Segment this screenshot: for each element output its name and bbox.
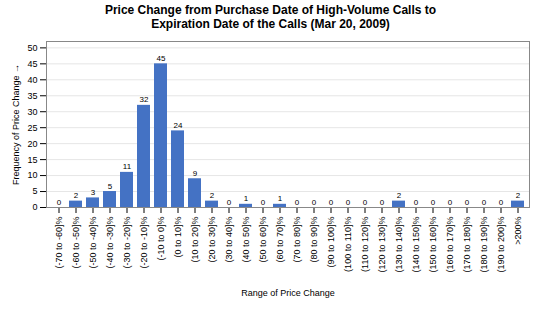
- svg-text:1: 1: [278, 194, 283, 203]
- svg-text:0: 0: [431, 198, 436, 207]
- svg-text:(170 to 180]%: (170 to 180]%: [462, 217, 472, 273]
- svg-text:35: 35: [27, 91, 37, 101]
- svg-text:0: 0: [329, 198, 334, 207]
- svg-text:2: 2: [516, 191, 521, 200]
- svg-text:(90 to 100]%: (90 to 100]%: [326, 217, 336, 268]
- svg-text:Range of Price Change: Range of Price Change: [241, 288, 335, 298]
- svg-text:0: 0: [227, 198, 232, 207]
- svg-text:9: 9: [193, 169, 198, 178]
- svg-text:(70 to 80]%: (70 to 80]%: [292, 217, 302, 263]
- html-text:Price Change from Purchase Dat: Price Change from Purchase Date of High-…: [104, 3, 437, 31]
- svg-text:>200%: >200%: [513, 217, 523, 245]
- svg-text:(50 to 60]%: (50 to 60]%: [258, 217, 268, 263]
- svg-text:(60 to 70]%: (60 to 70]%: [275, 217, 285, 263]
- svg-text:2: 2: [397, 191, 402, 200]
- svg-text:32: 32: [140, 95, 149, 104]
- svg-text:0: 0: [57, 198, 62, 207]
- svg-text:0: 0: [32, 202, 37, 212]
- svg-text:0: 0: [482, 198, 487, 207]
- svg-text:(80 to 90]%: (80 to 90]%: [309, 217, 319, 263]
- svg-text:(10 to 20]%: (10 to 20]%: [190, 217, 200, 263]
- svg-text:(100 to 110]%: (100 to 110]%: [343, 217, 353, 272]
- svg-text:30: 30: [27, 107, 37, 117]
- svg-text:3: 3: [91, 188, 96, 197]
- svg-text:(190 to 200]%: (190 to 200]%: [496, 217, 506, 273]
- svg-text:15: 15: [27, 154, 37, 164]
- svg-text:1: 1: [244, 194, 249, 203]
- svg-text:5: 5: [108, 182, 113, 191]
- svg-text:(-60 to -50]%: (-60 to -50]%: [71, 217, 81, 269]
- svg-text:(20 to 30]%: (20 to 30]%: [207, 217, 217, 263]
- svg-text:0: 0: [261, 198, 266, 207]
- svg-text:2: 2: [74, 191, 79, 200]
- svg-text:(-20 to -10]%: (-20 to -10]%: [139, 217, 149, 269]
- svg-text:(-30 to -20]%: (-30 to -20]%: [122, 217, 132, 269]
- svg-text:5: 5: [32, 186, 37, 196]
- svg-text:(-10 to 0]%: (-10 to 0]%: [156, 217, 166, 261]
- svg-text:0: 0: [363, 198, 368, 207]
- svg-text:45: 45: [27, 59, 37, 69]
- svg-text:(-40 to -30]%: (-40 to -30]%: [105, 217, 115, 269]
- svg-text:(110 to 120]%: (110 to 120]%: [360, 217, 370, 272]
- svg-text:0: 0: [465, 198, 470, 207]
- svg-text:(-50 to -40]%: (-50 to -40]%: [88, 217, 98, 269]
- svg-text:0: 0: [295, 198, 300, 207]
- svg-text:(140 to 150]%: (140 to 150]%: [411, 217, 421, 273]
- svg-text:0: 0: [312, 198, 317, 207]
- svg-text:0: 0: [380, 198, 385, 207]
- svg-text:0: 0: [414, 198, 419, 207]
- svg-text:(30 to 40]%: (30 to 40]%: [224, 217, 234, 263]
- svg-text:11: 11: [123, 162, 132, 171]
- svg-text:(120 to 130]%: (120 to 130]%: [377, 217, 387, 273]
- svg-text:(0 to 10]%: (0 to 10]%: [173, 217, 183, 258]
- svg-text:(-70 to -60]%: (-70 to -60]%: [54, 217, 64, 269]
- svg-text:24: 24: [174, 121, 183, 130]
- svg-text:(40 to 50]%: (40 to 50]%: [241, 217, 251, 263]
- svg-text:(150 to 160]%: (150 to 160]%: [428, 217, 438, 273]
- svg-text:0: 0: [346, 198, 351, 207]
- svg-text:50: 50: [27, 43, 37, 53]
- svg-text:2: 2: [210, 191, 215, 200]
- svg-text:(180 to 190]%: (180 to 190]%: [479, 217, 489, 273]
- svg-text:45: 45: [157, 54, 166, 63]
- svg-text:25: 25: [27, 123, 37, 133]
- svg-text:(130 to 140]%: (130 to 140]%: [394, 217, 404, 273]
- svg-text:0: 0: [448, 198, 453, 207]
- svg-text:Frequency of Price Change →: Frequency of Price Change →: [11, 64, 21, 185]
- svg-text:40: 40: [27, 75, 37, 85]
- svg-text:20: 20: [27, 139, 37, 149]
- svg-text:10: 10: [27, 170, 37, 180]
- svg-text:0: 0: [499, 198, 504, 207]
- svg-text:(160 to 170]%: (160 to 170]%: [445, 217, 455, 273]
